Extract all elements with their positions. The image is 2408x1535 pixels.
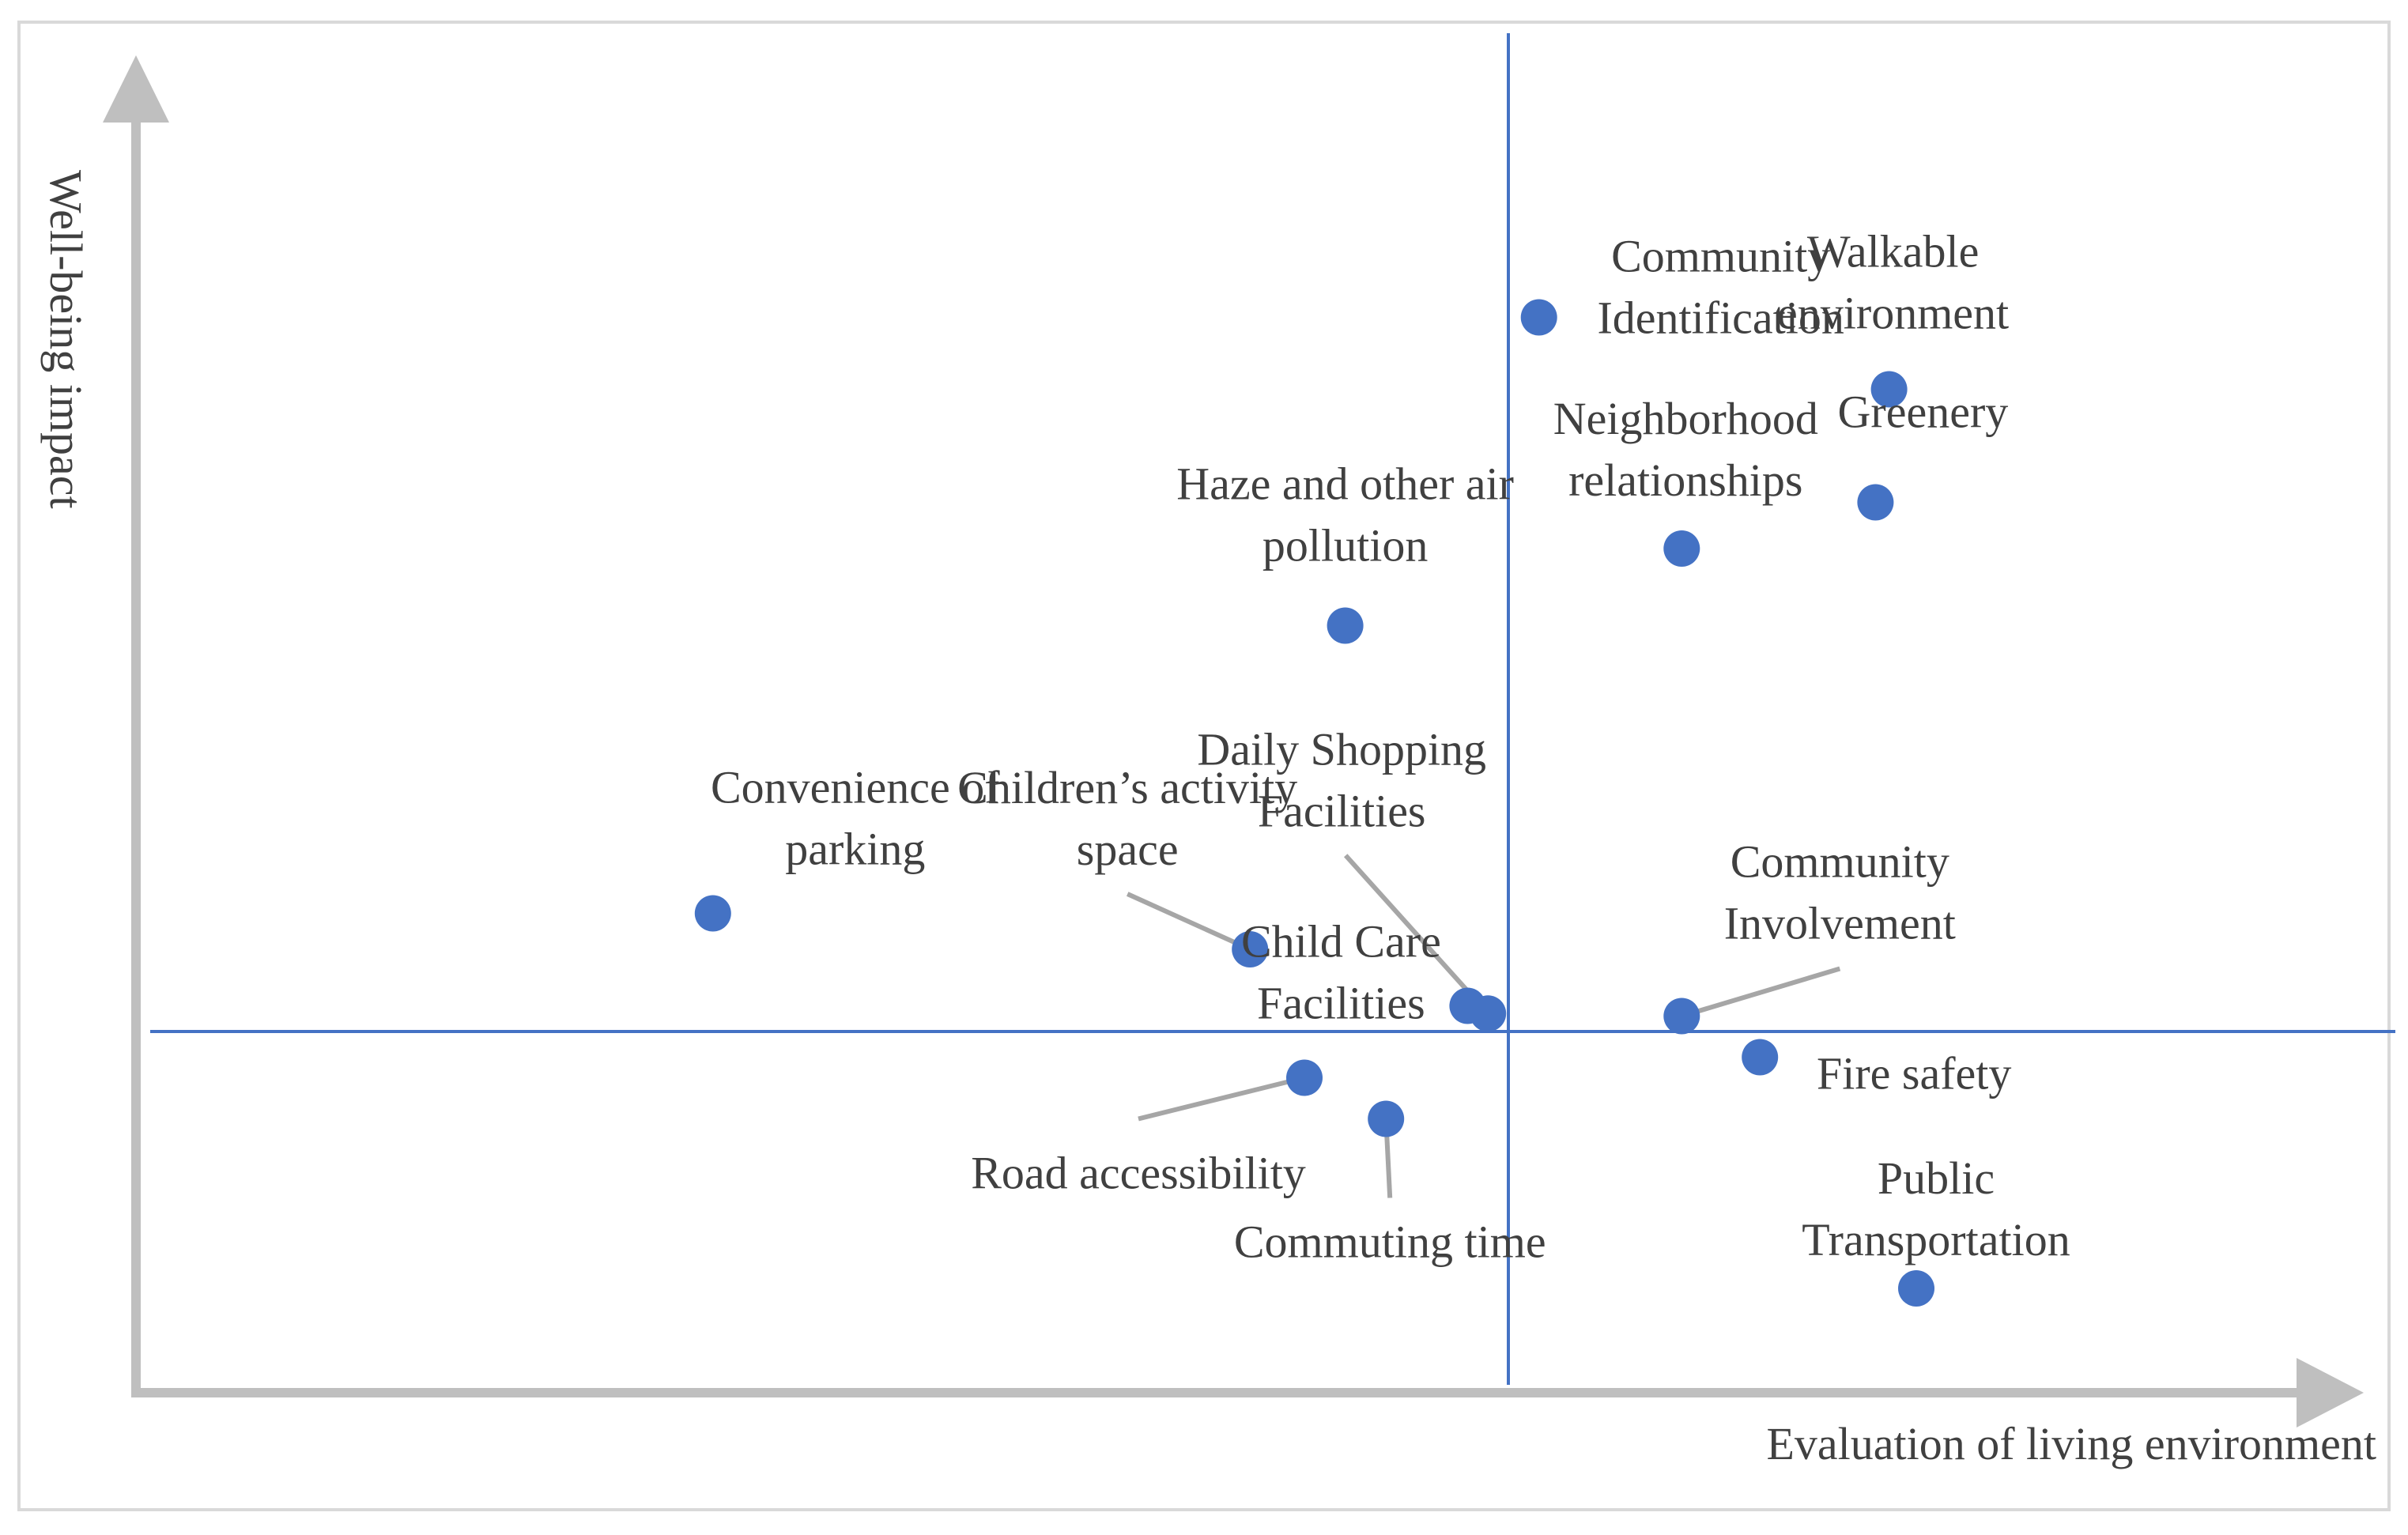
data-point-child-care-facilities bbox=[1449, 987, 1486, 1024]
point-label-line: Facilities bbox=[1257, 978, 1425, 1029]
data-points bbox=[694, 299, 1934, 1307]
point-label-line: Transportation bbox=[1802, 1214, 2070, 1265]
point-label-line: Identification bbox=[1597, 292, 1844, 344]
data-point-community-involvement bbox=[1663, 998, 1700, 1035]
point-label-community-involvement: Community Involvement bbox=[1724, 836, 1956, 949]
point-label-line: pollution bbox=[1263, 520, 1428, 571]
data-point-haze-and-other-air-pollution bbox=[1327, 607, 1364, 644]
point-label-haze-and-other-air-pollution: Haze and other air pollution bbox=[1176, 458, 1514, 571]
point-label-convenience-of-parking: Convenience of parking bbox=[711, 762, 1000, 875]
point-label-line: Neighborhood bbox=[1553, 393, 1818, 444]
point-labels: Convenience of parking Children’s activity… bbox=[711, 226, 2070, 1268]
point-label-line: Convenience of bbox=[711, 762, 1000, 813]
leader-line-road-accessibility bbox=[1138, 1075, 1305, 1122]
point-label-line: parking bbox=[785, 824, 925, 875]
point-label-line: Fire safety bbox=[1817, 1048, 2011, 1099]
point-label-line: relationships bbox=[1568, 454, 1802, 506]
point-label-line: Community bbox=[1611, 231, 1830, 282]
point-label-public-transportation: Public Transportation bbox=[1802, 1152, 2070, 1265]
leader-line-children-s-activity-space bbox=[1126, 892, 1251, 952]
point-label-line: Daily Shopping bbox=[1197, 723, 1486, 775]
point-label-child-care-facilities: Child Care Facilities bbox=[1241, 916, 1441, 1029]
y-axis-arrowhead bbox=[103, 55, 169, 123]
data-point-road-accessibility bbox=[1286, 1059, 1323, 1096]
point-label-road-accessibility: Road accessibility bbox=[971, 1148, 1306, 1199]
point-label-line: environment bbox=[1777, 288, 2009, 339]
data-point-greenery bbox=[1857, 484, 1894, 521]
x-axis-arrowhead bbox=[2297, 1358, 2364, 1428]
point-label-line: Child Care bbox=[1241, 916, 1441, 967]
point-label-line: Public bbox=[1878, 1152, 1995, 1204]
data-point-children-s-activity-space bbox=[1232, 931, 1269, 967]
point-label-children-s-activity-space: Children’s activity space bbox=[957, 762, 1297, 875]
point-label-line: Involvement bbox=[1724, 898, 1956, 949]
data-point-public-transportation bbox=[1898, 1270, 1934, 1307]
point-label-community-identification: Community Identification bbox=[1597, 231, 1844, 344]
point-label-daily-shopping-facilities: Daily Shopping Facilities bbox=[1197, 723, 1486, 836]
point-label-commuting-time: Commuting time bbox=[1234, 1216, 1546, 1268]
data-point-convenience-of-parking bbox=[694, 895, 731, 932]
x-axis-title: Evaluation of living environment bbox=[1766, 1418, 2376, 1469]
point-label-line: Road accessibility bbox=[971, 1148, 1306, 1199]
point-label-greenery: Greenery bbox=[1838, 387, 2009, 438]
chart-frame bbox=[17, 21, 2391, 1511]
point-label-line: space bbox=[1077, 824, 1179, 875]
point-label-walkable-environment: Walkable environment bbox=[1777, 226, 2009, 339]
data-point-community-identification bbox=[1520, 299, 1557, 336]
data-point-neighborhood-relationships bbox=[1663, 530, 1700, 567]
point-label-line: Haze and other air bbox=[1176, 458, 1514, 510]
point-label-line: Community bbox=[1731, 836, 1949, 888]
data-point-walkable-environment bbox=[1870, 371, 1908, 408]
point-label-line: Children’s activity bbox=[957, 762, 1297, 813]
point-label-neighborhood-relationships: Neighborhood relationships bbox=[1553, 393, 1818, 506]
point-label-line: Walkable bbox=[1807, 226, 1980, 277]
point-label-fire-safety: Fire safety bbox=[1817, 1048, 2011, 1099]
leader-line-daily-shopping-facilities bbox=[1343, 854, 1490, 1016]
leader-line-community-involvement bbox=[1681, 966, 1841, 1019]
data-point-commuting-time bbox=[1368, 1100, 1405, 1137]
point-label-line: Facilities bbox=[1258, 785, 1426, 836]
y-axis-title: Well-being impact bbox=[40, 170, 92, 509]
leader-lines bbox=[1126, 854, 1841, 1198]
point-label-line: Commuting time bbox=[1234, 1216, 1546, 1268]
data-point-fire-safety bbox=[1742, 1039, 1779, 1076]
point-label-line: Greenery bbox=[1838, 387, 2009, 438]
